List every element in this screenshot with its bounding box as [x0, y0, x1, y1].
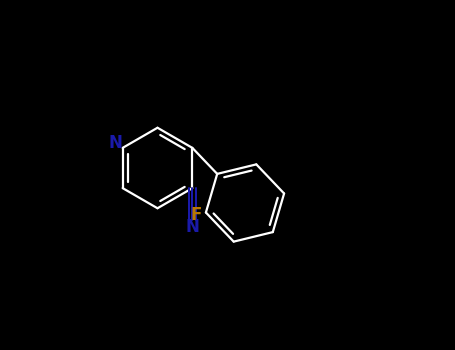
Text: F: F	[191, 206, 202, 224]
Text: N: N	[186, 218, 199, 236]
Text: N: N	[108, 134, 122, 153]
